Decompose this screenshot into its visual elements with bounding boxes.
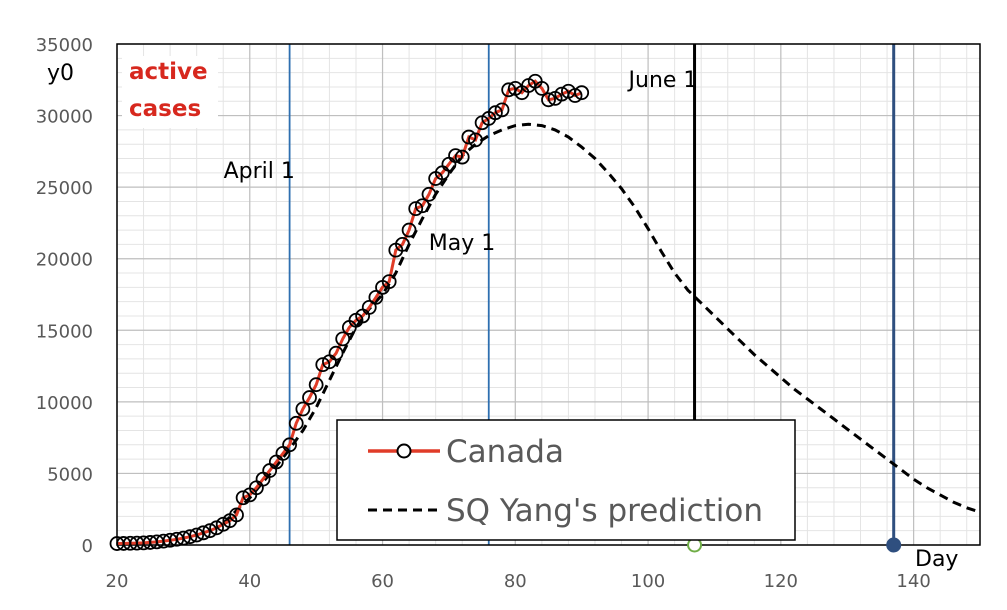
y-tick-label: 5000	[47, 464, 93, 485]
canada-data-point	[448, 148, 463, 164]
canada-data-point	[408, 201, 424, 217]
canada-data-point	[288, 415, 304, 431]
legend-prediction-label: SQ Yang's prediction	[446, 493, 763, 529]
legend-box	[336, 419, 796, 541]
legend: Canada SQ Yang's prediction	[336, 419, 796, 541]
canada-data-point	[335, 331, 351, 347]
canada-data-point	[295, 401, 311, 417]
canada-data-point	[195, 525, 211, 541]
canada-data-point	[541, 92, 556, 108]
canada-data-point	[308, 377, 324, 393]
y-tick-label: 25000	[36, 178, 93, 199]
canada-data-point	[421, 186, 437, 202]
canada-data-point	[454, 149, 470, 165]
x-tick-label: 80	[504, 571, 527, 592]
canada-data-point	[494, 102, 510, 118]
canada-data-point	[302, 390, 317, 405]
x-axis-label: Day	[915, 547, 958, 572]
canada-data-point	[395, 236, 410, 252]
reference-line-label: May 1	[429, 231, 495, 256]
reference-line-label: June 1	[627, 68, 698, 93]
canada-data-point	[328, 345, 344, 361]
x-tick-label: 140	[896, 571, 930, 592]
canada-data-point	[401, 222, 417, 238]
canada-data-point	[282, 437, 298, 453]
canada-data-point	[368, 289, 384, 305]
canada-data-point	[381, 274, 397, 290]
inset-label-line-2: cases	[129, 96, 201, 122]
y-tick-label: 15000	[36, 321, 93, 342]
canada-data-point	[414, 198, 430, 214]
axis-markers	[687, 537, 902, 553]
x-tick-label: 40	[238, 571, 261, 592]
y-tick-label: 10000	[36, 393, 93, 414]
x-tick-labels: 20 40 60 80 100 120 140	[106, 571, 931, 592]
canada-series	[109, 73, 590, 551]
canada-data-point	[175, 530, 191, 546]
canada-data-point	[182, 529, 198, 545]
date-reference-labels: April 1 May 1 June 1	[224, 68, 698, 256]
canada-data-point	[461, 129, 477, 145]
prediction-series	[222, 122, 981, 525]
canada-data-point	[468, 132, 483, 148]
plot-frame	[116, 43, 981, 546]
y-tick-label: 20000	[36, 250, 93, 271]
y-tick-label: 35000	[36, 35, 93, 56]
inset-label-background	[122, 56, 218, 128]
y-tick-label: 30000	[36, 107, 93, 128]
canada-data-point	[361, 299, 377, 315]
canada-data-point	[567, 88, 583, 103]
x-tick-label: 120	[764, 571, 798, 592]
legend-canada-marker	[396, 443, 412, 459]
x-tick-label: 100	[631, 571, 665, 592]
canada-data-point	[235, 490, 251, 506]
x-tick-label: 60	[371, 571, 394, 592]
canada-data-point	[189, 527, 205, 543]
canada-data-point	[534, 80, 550, 96]
axis-marker	[886, 537, 902, 553]
prediction-line	[222, 122, 981, 525]
y-axis-label: y0	[47, 61, 74, 86]
inset-label-line-1: active	[129, 59, 208, 85]
canada-data-point	[315, 357, 331, 373]
canada-data-point	[574, 85, 590, 101]
y-tick-labels: 0 5000 10000 15000 20000 25000 30000 35000	[36, 35, 93, 557]
canada-data-point	[202, 523, 218, 539]
x-tick-label: 20	[106, 571, 129, 592]
legend-canada-label: Canada	[446, 434, 564, 470]
y-tick-label: 0	[82, 536, 93, 557]
reference-line-label: April 1	[224, 159, 295, 184]
canada-data-point	[487, 105, 503, 121]
canada-data-point	[229, 507, 244, 523]
